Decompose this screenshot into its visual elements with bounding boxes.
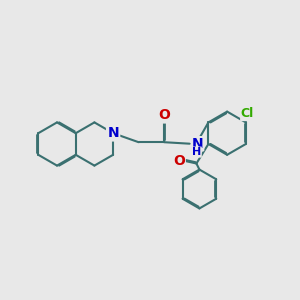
Text: N: N [192,137,204,151]
Text: O: O [158,108,170,122]
Text: O: O [173,154,185,167]
Text: H: H [192,147,201,157]
Text: N: N [107,126,119,140]
Text: Cl: Cl [241,107,254,121]
